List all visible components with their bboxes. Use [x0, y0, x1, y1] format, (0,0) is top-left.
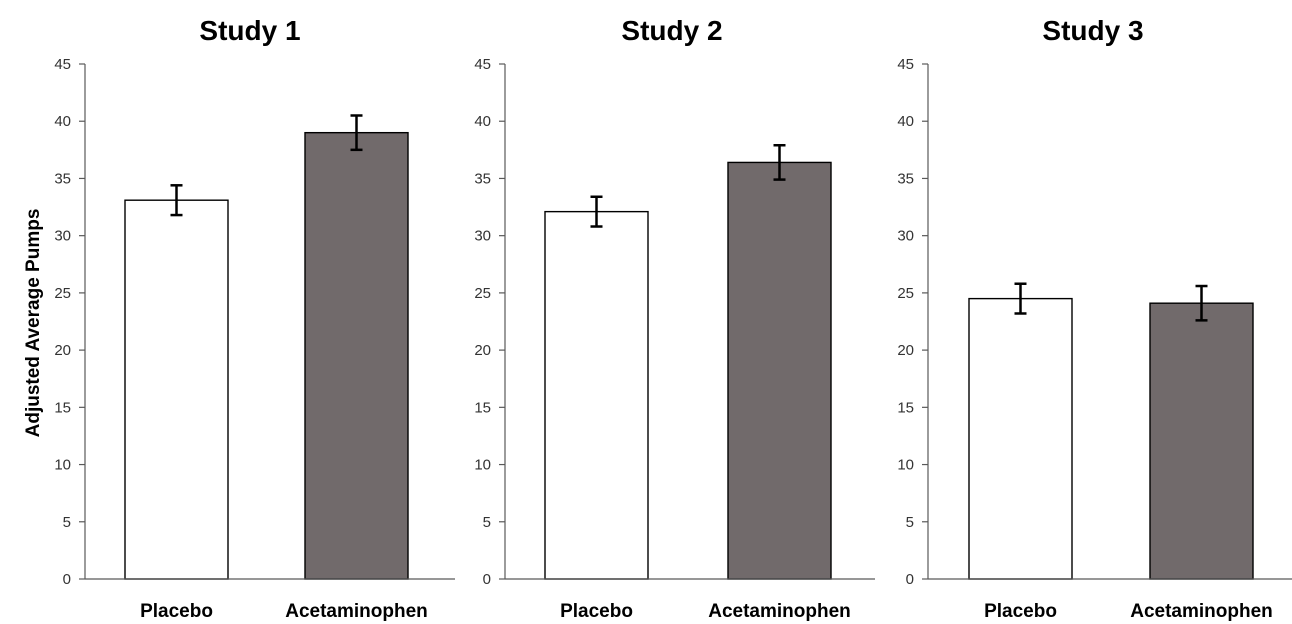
category-label: Placebo: [560, 601, 633, 622]
y-tick-label: 40: [897, 113, 914, 130]
category-label: Placebo: [984, 601, 1057, 622]
category-label: Acetaminophen: [1130, 601, 1273, 622]
error-bar: [773, 144, 786, 181]
error-bar: [1014, 282, 1027, 315]
y-tick-label: 35: [474, 170, 491, 187]
panel-study-2: Study 2 0 5 10 15 20 25 30 35 40 45 Placebo Acetamin…: [474, 15, 875, 622]
bar-acetaminophen: [727, 161, 832, 580]
y-tick-label: 5: [906, 514, 914, 531]
y-tick-label: 15: [474, 399, 491, 416]
y-tick-label: 5: [483, 514, 491, 531]
y-tick-label: 10: [474, 457, 491, 474]
panel-title: Study 2: [621, 15, 722, 46]
error-bar: [170, 184, 183, 217]
category-label: Placebo: [140, 601, 213, 622]
category-label: Acetaminophen: [708, 601, 851, 622]
y-tick-label: 20: [897, 342, 914, 359]
panel-title: Study 3: [1042, 15, 1143, 46]
y-tick-label: 35: [54, 170, 71, 187]
bar-acetaminophen: [1149, 302, 1254, 580]
y-tick-label: 20: [54, 342, 71, 359]
y-tick-label: 25: [474, 285, 491, 302]
error-bar: [350, 114, 363, 152]
y-tick-label: 0: [906, 571, 914, 588]
bar-placebo: [544, 210, 649, 580]
y-tick-label: 0: [483, 571, 491, 588]
y-tick-label: 25: [54, 285, 71, 302]
y-tick-label: 15: [897, 399, 914, 416]
error-bar: [1195, 284, 1208, 322]
y-tick-label: 10: [54, 457, 71, 474]
y-tick-label: 40: [54, 113, 71, 130]
y-tick-label: 45: [897, 56, 914, 73]
y-tick-label: 45: [54, 56, 71, 73]
bar-placebo: [968, 297, 1073, 580]
panel-study-1: Study 1 0 5 10 15 20 25 30 35 40 45 Placebo Acetamin…: [54, 15, 455, 622]
y-tick-label: 20: [474, 342, 491, 359]
y-tick-label: 40: [474, 113, 491, 130]
y-tick-label: 25: [897, 285, 914, 302]
y-tick-label: 15: [54, 399, 71, 416]
y-tick-label: 30: [54, 228, 71, 245]
bar-placebo: [124, 199, 229, 580]
y-tick-label: 30: [474, 228, 491, 245]
bar-acetaminophen: [304, 131, 409, 580]
y-tick-label: 5: [63, 514, 71, 531]
error-bar: [590, 195, 603, 228]
y-tick-label: 10: [897, 457, 914, 474]
panel-title: Study 1: [199, 15, 300, 46]
panel-study-3: Study 3 0 5 10 15 20 25 30 35 40 45 Placebo Acetamin…: [897, 15, 1292, 622]
y-tick-label: 0: [63, 571, 71, 588]
category-label: Acetaminophen: [285, 601, 428, 622]
y-tick-label: 45: [474, 56, 491, 73]
y-axis-label: Adjusted Average Pumps: [23, 209, 44, 438]
y-tick-label: 30: [897, 228, 914, 245]
y-tick-label: 35: [897, 170, 914, 187]
